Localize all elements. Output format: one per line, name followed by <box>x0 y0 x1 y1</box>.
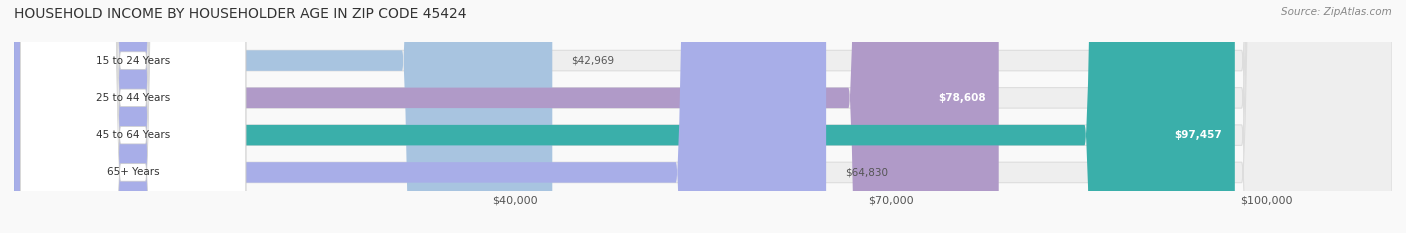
FancyBboxPatch shape <box>14 0 553 233</box>
FancyBboxPatch shape <box>20 0 246 233</box>
Text: 65+ Years: 65+ Years <box>107 168 159 177</box>
Text: $97,457: $97,457 <box>1174 130 1222 140</box>
Text: Source: ZipAtlas.com: Source: ZipAtlas.com <box>1281 7 1392 17</box>
FancyBboxPatch shape <box>14 0 1392 233</box>
Text: 45 to 64 Years: 45 to 64 Years <box>96 130 170 140</box>
FancyBboxPatch shape <box>14 0 1234 233</box>
Text: 25 to 44 Years: 25 to 44 Years <box>96 93 170 103</box>
FancyBboxPatch shape <box>14 0 827 233</box>
Text: 15 to 24 Years: 15 to 24 Years <box>96 56 170 65</box>
FancyBboxPatch shape <box>14 0 1392 233</box>
Text: HOUSEHOLD INCOME BY HOUSEHOLDER AGE IN ZIP CODE 45424: HOUSEHOLD INCOME BY HOUSEHOLDER AGE IN Z… <box>14 7 467 21</box>
Text: $64,830: $64,830 <box>845 168 889 177</box>
FancyBboxPatch shape <box>14 0 998 233</box>
Text: $78,608: $78,608 <box>939 93 986 103</box>
FancyBboxPatch shape <box>14 0 1392 233</box>
FancyBboxPatch shape <box>20 0 246 233</box>
Text: $42,969: $42,969 <box>571 56 614 65</box>
FancyBboxPatch shape <box>20 0 246 233</box>
FancyBboxPatch shape <box>14 0 1392 233</box>
FancyBboxPatch shape <box>20 0 246 233</box>
